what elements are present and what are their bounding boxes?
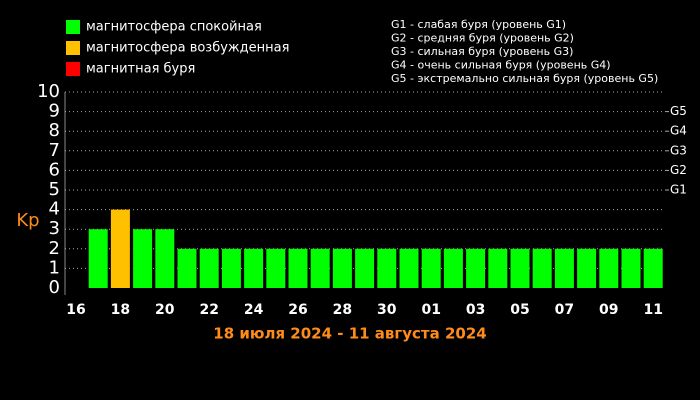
x-tick-label: 30 [377, 302, 397, 318]
bar [599, 248, 619, 288]
bar [554, 248, 574, 288]
y2-tick-label: G1 [670, 183, 687, 197]
bar [643, 248, 663, 288]
x-tick-label: 22 [199, 302, 218, 318]
x-tick-label: 28 [333, 302, 352, 318]
x-tick-label: 05 [510, 302, 529, 318]
x-tick-label: 26 [288, 302, 307, 318]
legend-swatch [66, 62, 80, 76]
y2-tick-label: G3 [670, 143, 687, 157]
y-tick-label: 2 [49, 238, 60, 259]
x-tick-label: 07 [555, 302, 574, 318]
bar [355, 248, 375, 288]
bar [266, 248, 286, 288]
bar [177, 248, 197, 288]
note: G1 - слабая буря (уровень G1) [391, 18, 566, 31]
bar [399, 248, 419, 288]
bar [199, 248, 219, 288]
x-tick-label: 03 [466, 302, 485, 318]
bar [443, 248, 463, 288]
x-tick-label: 01 [421, 302, 440, 318]
y-axis-label: Kp [16, 210, 39, 231]
x-tick-label: 11 [643, 302, 662, 318]
note: G2 - средняя буря (уровень G2) [391, 32, 574, 45]
bar [466, 248, 486, 288]
y-tick-label: 9 [49, 101, 60, 122]
y2-tick-label: G5 [670, 104, 687, 118]
y-tick-label: 3 [49, 218, 60, 239]
y-tick-label: 7 [49, 140, 60, 161]
bar [133, 229, 153, 288]
bar [421, 248, 441, 288]
y-tick-label: 0 [49, 277, 60, 298]
legend-label: магнитосфера спокойная [86, 20, 262, 35]
y2-tick-label: G2 [670, 163, 687, 177]
bar [332, 248, 352, 288]
y-tick-label: 8 [49, 120, 60, 141]
chart-title: 18 июля 2024 - 11 августа 2024 [213, 325, 486, 343]
x-tick-label: 24 [244, 302, 264, 318]
note: G3 - сильная буря (уровень G3) [391, 45, 573, 58]
bar [510, 248, 530, 288]
y-tick-label: 4 [49, 199, 60, 220]
bar [621, 248, 641, 288]
bar [532, 248, 552, 288]
y-tick-label: 1 [49, 257, 60, 278]
bar [110, 209, 130, 288]
y2-tick-label: G4 [670, 124, 687, 138]
bar [577, 248, 597, 288]
y-tick-label: 6 [49, 159, 60, 180]
y-tick-label: 5 [49, 179, 60, 200]
bar [88, 229, 108, 288]
x-tick-label: 18 [111, 302, 130, 318]
x-tick-label: 20 [155, 302, 175, 318]
y-tick-label: 10 [37, 81, 60, 102]
bar [310, 248, 330, 288]
bar [155, 229, 175, 288]
x-tick-label: 16 [66, 302, 85, 318]
bar [221, 248, 241, 288]
legend-swatch [66, 20, 80, 34]
x-tick-label: 09 [599, 302, 618, 318]
legend-swatch [66, 41, 80, 55]
bar [288, 248, 308, 288]
bar [244, 248, 264, 288]
note: G4 - очень сильная буря (уровень G4) [391, 59, 611, 72]
bar [377, 248, 397, 288]
note: G5 - экстремально сильная буря (уровень … [391, 72, 658, 85]
bar [488, 248, 508, 288]
legend-label: магнитная буря [86, 62, 195, 77]
legend-label: магнитосфера возбужденная [86, 41, 289, 56]
